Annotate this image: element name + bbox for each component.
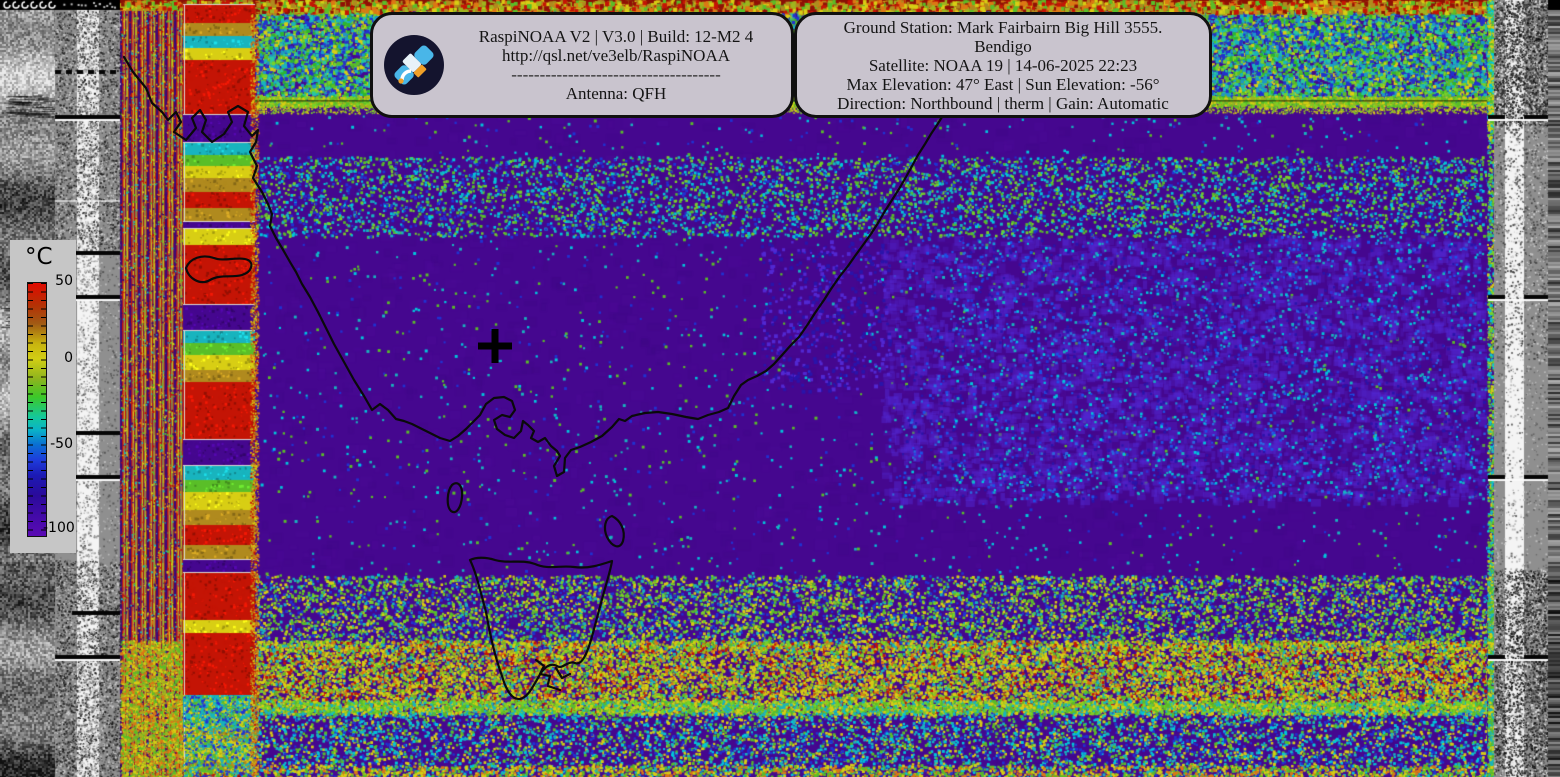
- temp-tick-0: 0: [64, 350, 73, 366]
- temperature-unit-label: °C: [25, 244, 53, 270]
- station-city-line: Bendigo: [974, 36, 1032, 56]
- station-satellite-line: Satellite: NOAA 19 | 14-06-2025 22:23: [868, 55, 1138, 75]
- software-url: http://qsl.net/ve3elb/RaspiNOAA: [501, 46, 731, 65]
- software-separator: -------------------------------------: [511, 65, 721, 84]
- software-antenna: Antenna: QFH: [565, 84, 667, 103]
- software-title: RaspiNOAA V2 | V3.0 | Build: 12-M2 4: [478, 27, 754, 46]
- software-info-panel: RaspiNOAA V2 | V3.0 | Build: 12-M2 4 htt…: [370, 12, 794, 118]
- station-ground-line: Ground Station: Mark Fairbairn Big Hill …: [843, 17, 1163, 37]
- temp-tick-minus100: -100: [43, 520, 75, 536]
- temp-tick-50: 50: [55, 273, 73, 289]
- station-info-panel: Ground Station: Mark Fairbairn Big Hill …: [794, 12, 1212, 118]
- satellite-icon: [384, 35, 444, 95]
- station-elevation-line: Max Elevation: 47° East | Sun Elevation:…: [846, 74, 1160, 94]
- raspinoaa-logo: [379, 33, 449, 97]
- temp-tick-minus50: -50: [50, 436, 73, 452]
- temperature-scale-panel: °C 50 0 -50 -100: [10, 240, 76, 553]
- temperature-colorbar: [27, 282, 47, 537]
- station-direction-line: Direction: Northbound | therm | Gain: Au…: [837, 93, 1169, 113]
